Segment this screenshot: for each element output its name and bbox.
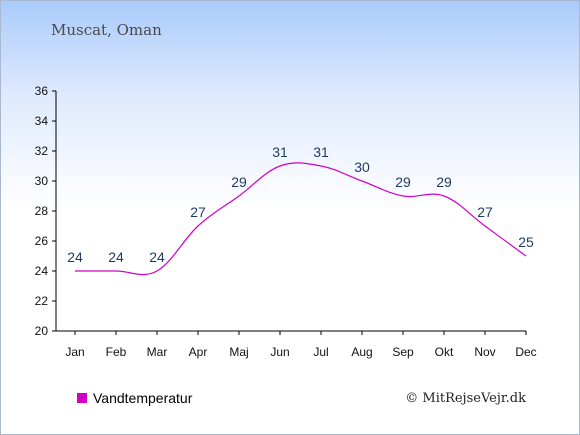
x-tick-label: Jun [270,345,289,359]
x-tick-label: Maj [229,345,248,359]
data-label: 29 [231,174,247,190]
y-tick-label: 26 [35,234,49,248]
series-group [74,162,527,276]
x-tick-label: Sep [392,345,414,359]
data-label: 31 [313,144,329,160]
x-tick-label: Jul [313,345,328,359]
legend-label: Vandtemperatur [93,390,193,406]
x-tick-label: Okt [435,345,454,359]
x-tick-label: Apr [189,345,208,359]
y-tick-label: 20 [35,324,49,338]
data-label: 27 [190,204,206,220]
chart-title: Muscat, Oman [51,21,162,39]
x-tick-label: Jan [65,345,84,359]
data-label: 24 [149,249,165,265]
data-label: 25 [518,234,534,250]
credit-text: © MitRejseVejr.dk [405,391,526,406]
x-tick-label: Nov [474,345,495,359]
x-tick-label: Dec [515,345,536,359]
x-tick-label: Aug [351,345,372,359]
data-label: 29 [395,174,411,190]
legend: Vandtemperatur [77,390,192,406]
data-labels: 24 24 24 27 29 31 31 30 29 29 27 25 [67,144,534,265]
data-label: 24 [67,249,83,265]
y-axis-ticks: 20 22 24 26 28 30 32 34 36 [35,84,56,338]
x-axis-ticks: Jan Feb Mar Apr Maj Jun Jul Aug Sep Okt Nov Dec [65,331,537,359]
x-tick-label: Feb [106,345,127,359]
data-label: 24 [108,249,124,265]
y-tick-label: 36 [35,84,49,98]
data-label: 29 [436,174,452,190]
data-label: 31 [272,144,288,160]
y-tick-label: 24 [35,264,49,278]
x-tick-label: Mar [147,345,168,359]
y-tick-label: 32 [35,144,49,158]
axes [55,91,526,332]
series-line [75,162,527,276]
y-tick-label: 34 [35,114,49,128]
y-tick-label: 30 [35,174,49,188]
data-label: 30 [354,159,370,175]
y-tick-label: 22 [35,294,49,308]
legend-swatch [77,393,87,403]
data-label: 27 [477,204,493,220]
y-tick-label: 28 [35,204,49,218]
